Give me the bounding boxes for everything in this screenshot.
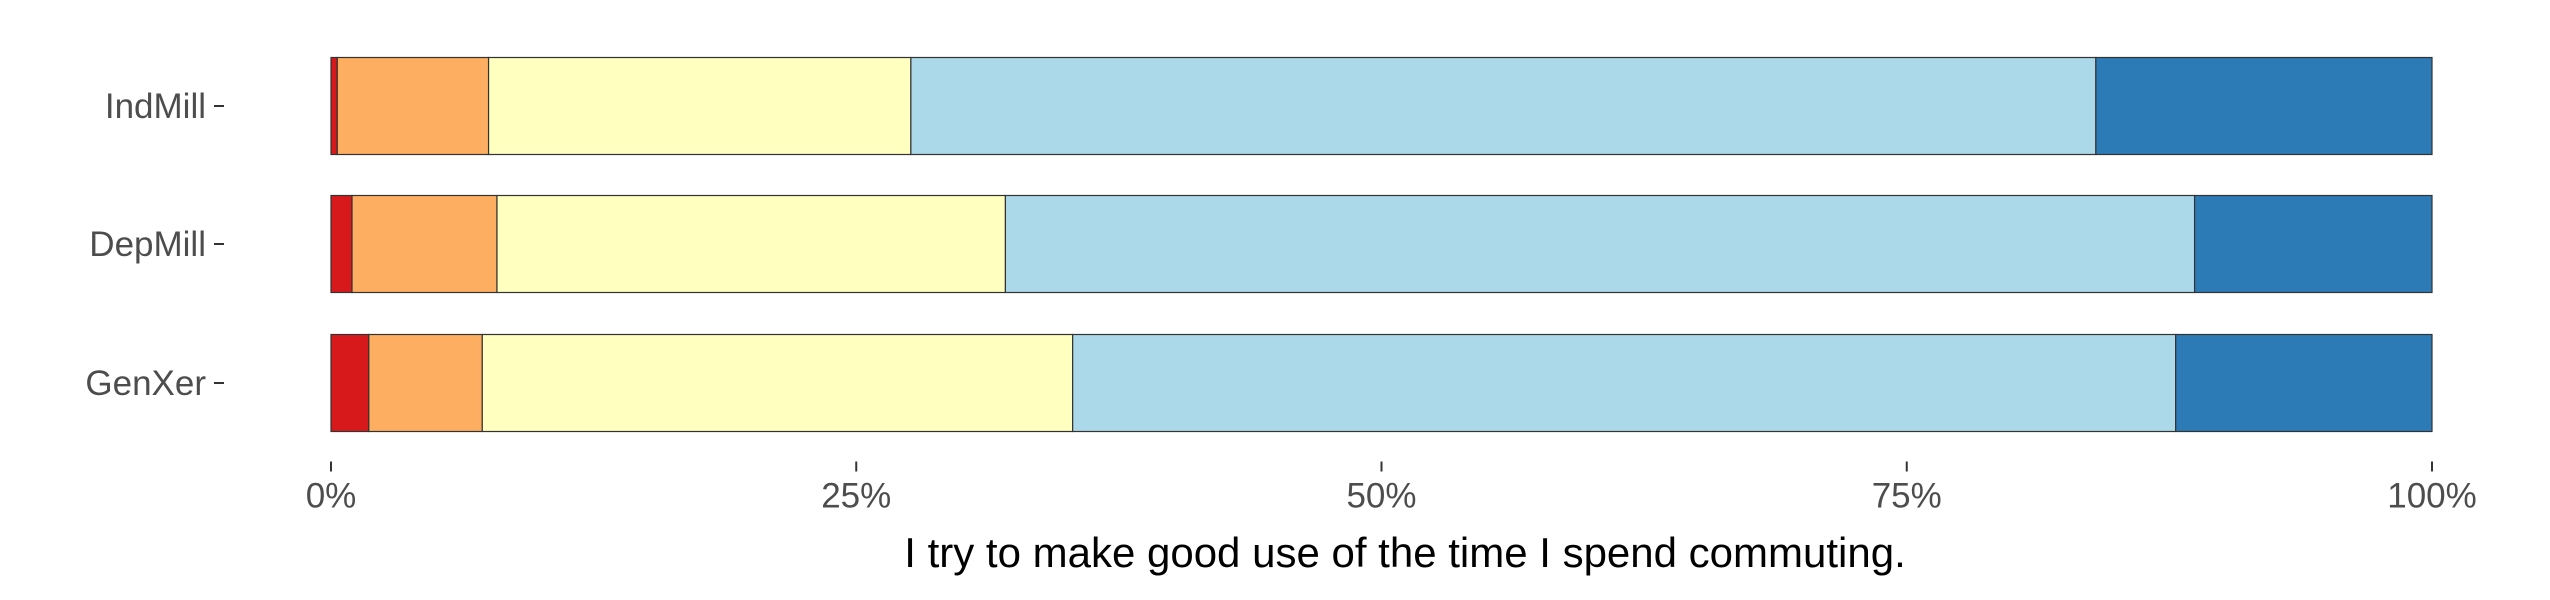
bar-segment-depmill-3 [496, 194, 1007, 294]
bar-segment-indmill-1 [330, 56, 338, 156]
x-axis-title: I try to make good use of the time I spe… [904, 529, 1906, 576]
x-tick-label-0: 0% [306, 477, 357, 516]
bar-segment-genxer-5 [2175, 333, 2433, 433]
x-axis: 0% 25% 50% 75% 100% [306, 461, 2477, 516]
bar-segment-depmill-1 [330, 194, 353, 294]
bar-segment-depmill-4 [1004, 194, 2196, 294]
x-tick-label-4: 100% [2387, 477, 2477, 516]
y-axis: IndMill DepMill GenXer [85, 87, 224, 403]
x-tick-label-2: 50% [1346, 477, 1416, 516]
bar-segment-depmill-5 [2193, 194, 2433, 294]
bar-segment-indmill-2 [336, 56, 490, 156]
y-tick-label-depmill: DepMill [89, 225, 206, 264]
bar-segment-genxer-3 [481, 333, 1074, 433]
plot-area [330, 56, 2433, 433]
y-tick-label-genxer: GenXer [85, 364, 206, 403]
bar-segment-indmill-3 [487, 56, 912, 156]
y-tick-label-indmill: IndMill [105, 87, 206, 126]
x-tick-label-1: 25% [821, 477, 891, 516]
bar-segment-genxer-2 [368, 333, 483, 433]
x-tick-label-3: 75% [1872, 477, 1942, 516]
bar-segment-genxer-4 [1072, 333, 2177, 433]
bar-segment-depmill-2 [351, 194, 498, 294]
bar-segment-indmill-4 [910, 56, 2097, 156]
bar-segment-indmill-5 [2095, 56, 2433, 156]
bar-segment-genxer-1 [330, 333, 370, 433]
